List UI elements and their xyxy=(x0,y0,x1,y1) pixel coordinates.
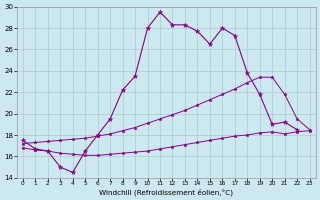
X-axis label: Windchill (Refroidissement éolien,°C): Windchill (Refroidissement éolien,°C) xyxy=(99,188,233,196)
